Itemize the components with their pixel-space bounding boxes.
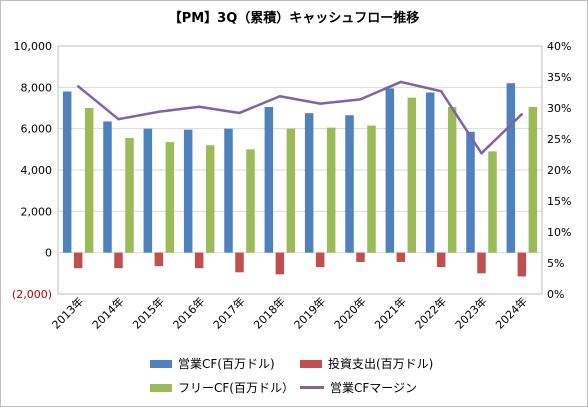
- legend-label-operating-cf: 営業CF(百万ドル): [178, 357, 275, 371]
- line-point-cf-margin: [318, 102, 322, 105]
- line-point-cf-margin: [359, 98, 362, 101]
- bar-investment: [517, 252, 527, 277]
- bar-free-cf: [367, 125, 376, 253]
- bar-investment: [315, 252, 325, 268]
- bar-free-cf: [246, 149, 255, 253]
- bar-operating-cf: [425, 92, 435, 253]
- legend-label-investment: 投資支出(百万ドル): [328, 357, 434, 371]
- y-right-tick-label: 15%: [547, 195, 571, 208]
- y-right-tick-label: 40%: [547, 40, 571, 53]
- line-point-cf-margin: [439, 90, 443, 93]
- x-tick-label: 2018年: [250, 294, 287, 331]
- x-tick-label: 2021年: [371, 294, 408, 331]
- y-left-tick-label: 4,000: [21, 164, 53, 177]
- bar-investment: [396, 252, 406, 262]
- bar-investment: [436, 252, 446, 268]
- bar-operating-cf: [62, 91, 72, 253]
- bar-operating-cf: [224, 128, 233, 253]
- bar-operating-cf: [103, 121, 112, 253]
- bar-investment: [114, 252, 123, 269]
- bar-free-cf: [286, 128, 296, 253]
- line-point-cf-margin: [238, 111, 241, 115]
- line-point-cf-margin: [520, 113, 524, 116]
- y-right-tick-label: 25%: [547, 133, 571, 146]
- y-right-tick-label: 5%: [547, 257, 564, 270]
- plot-border: [57, 45, 543, 295]
- bar-operating-cf: [264, 106, 274, 253]
- legend-item-free-cf: フリーCF(百万ドル）: [150, 379, 294, 396]
- bar-investment: [235, 252, 244, 273]
- bar-operating-cf: [466, 131, 475, 253]
- legend-swatch-investment: [300, 359, 322, 368]
- y-left-tick-label: (2,000): [12, 288, 52, 301]
- legend-item-investment: 投資支出(百万ドル): [300, 355, 433, 372]
- x-tick-label: 2020年: [331, 294, 368, 331]
- x-tick-label: 2022年: [412, 294, 449, 331]
- x-tick-label: 2017年: [210, 294, 247, 331]
- legend-swatch-free-cf: [150, 383, 172, 392]
- y-right-tick-label: 10%: [547, 226, 571, 239]
- y-right-tick-label: 35%: [547, 71, 571, 84]
- line-point-cf-margin: [278, 95, 282, 98]
- bar-investment: [194, 252, 204, 269]
- line-point-cf-margin: [480, 152, 483, 155]
- bar-free-cf: [447, 106, 457, 253]
- bar-operating-cf: [385, 88, 395, 253]
- x-tick-label: 2014年: [89, 294, 126, 331]
- line-point-cf-margin: [197, 105, 201, 108]
- legend-swatch-operating-cf: [150, 359, 172, 368]
- bar-free-cf: [84, 108, 94, 253]
- bar-operating-cf: [183, 129, 193, 253]
- y-left-tick-label: 6,000: [21, 123, 53, 136]
- y-left-tick-label: 8,000: [21, 81, 53, 94]
- line-point-cf-margin: [157, 110, 161, 113]
- bar-operating-cf: [304, 113, 314, 253]
- y-right-tick-label: 0%: [547, 288, 564, 301]
- legend-label-free-cf: フリーCF(百万ドル）: [178, 381, 294, 395]
- legend-item-cf-margin: 営業CFマージン: [300, 379, 417, 396]
- bar-free-cf: [326, 127, 336, 253]
- y-right-tick-label: 30%: [547, 102, 571, 115]
- bar-operating-cf: [143, 128, 153, 253]
- x-tick-label: 2016年: [170, 294, 207, 331]
- bar-investment: [275, 252, 285, 275]
- x-tick-label: 2024年: [492, 294, 529, 331]
- line-point-cf-margin: [399, 80, 403, 84]
- bar-free-cf: [528, 106, 538, 253]
- bar-free-cf: [205, 145, 215, 253]
- y-left-tick-label: 2,000: [21, 205, 53, 218]
- x-tick-label: 2015年: [129, 294, 166, 331]
- y-left-tick-label: 0: [45, 247, 52, 260]
- x-tick-label: 2019年: [291, 294, 328, 331]
- legend-label-cf-margin: 営業CFマージン: [330, 381, 418, 395]
- chart-title: 【PM】3Q（累積）キャッシュフロー推移: [168, 11, 420, 26]
- bar-investment: [154, 252, 164, 267]
- line-point-cf-margin: [76, 85, 80, 88]
- bar-free-cf: [407, 97, 417, 253]
- y-right-tick-label: 20%: [547, 164, 571, 177]
- bar-free-cf: [488, 151, 497, 253]
- legend-item-operating-cf: 営業CF(百万ドル): [150, 355, 275, 372]
- legend-swatch-cf-margin: [300, 386, 324, 389]
- bar-investment: [356, 252, 365, 262]
- line-point-cf-margin: [117, 117, 120, 121]
- bar-operating-cf: [345, 115, 354, 253]
- x-tick-label: 2013年: [49, 294, 86, 331]
- bar-operating-cf: [506, 83, 516, 253]
- bar-investment: [477, 252, 486, 274]
- bar-investment: [73, 252, 83, 269]
- line-cf-margin: [77, 80, 523, 155]
- bar-free-cf: [125, 137, 134, 253]
- y-left-tick-label: 10,000: [14, 40, 53, 53]
- x-tick-label: 2023年: [452, 294, 489, 331]
- bar-free-cf: [165, 142, 175, 253]
